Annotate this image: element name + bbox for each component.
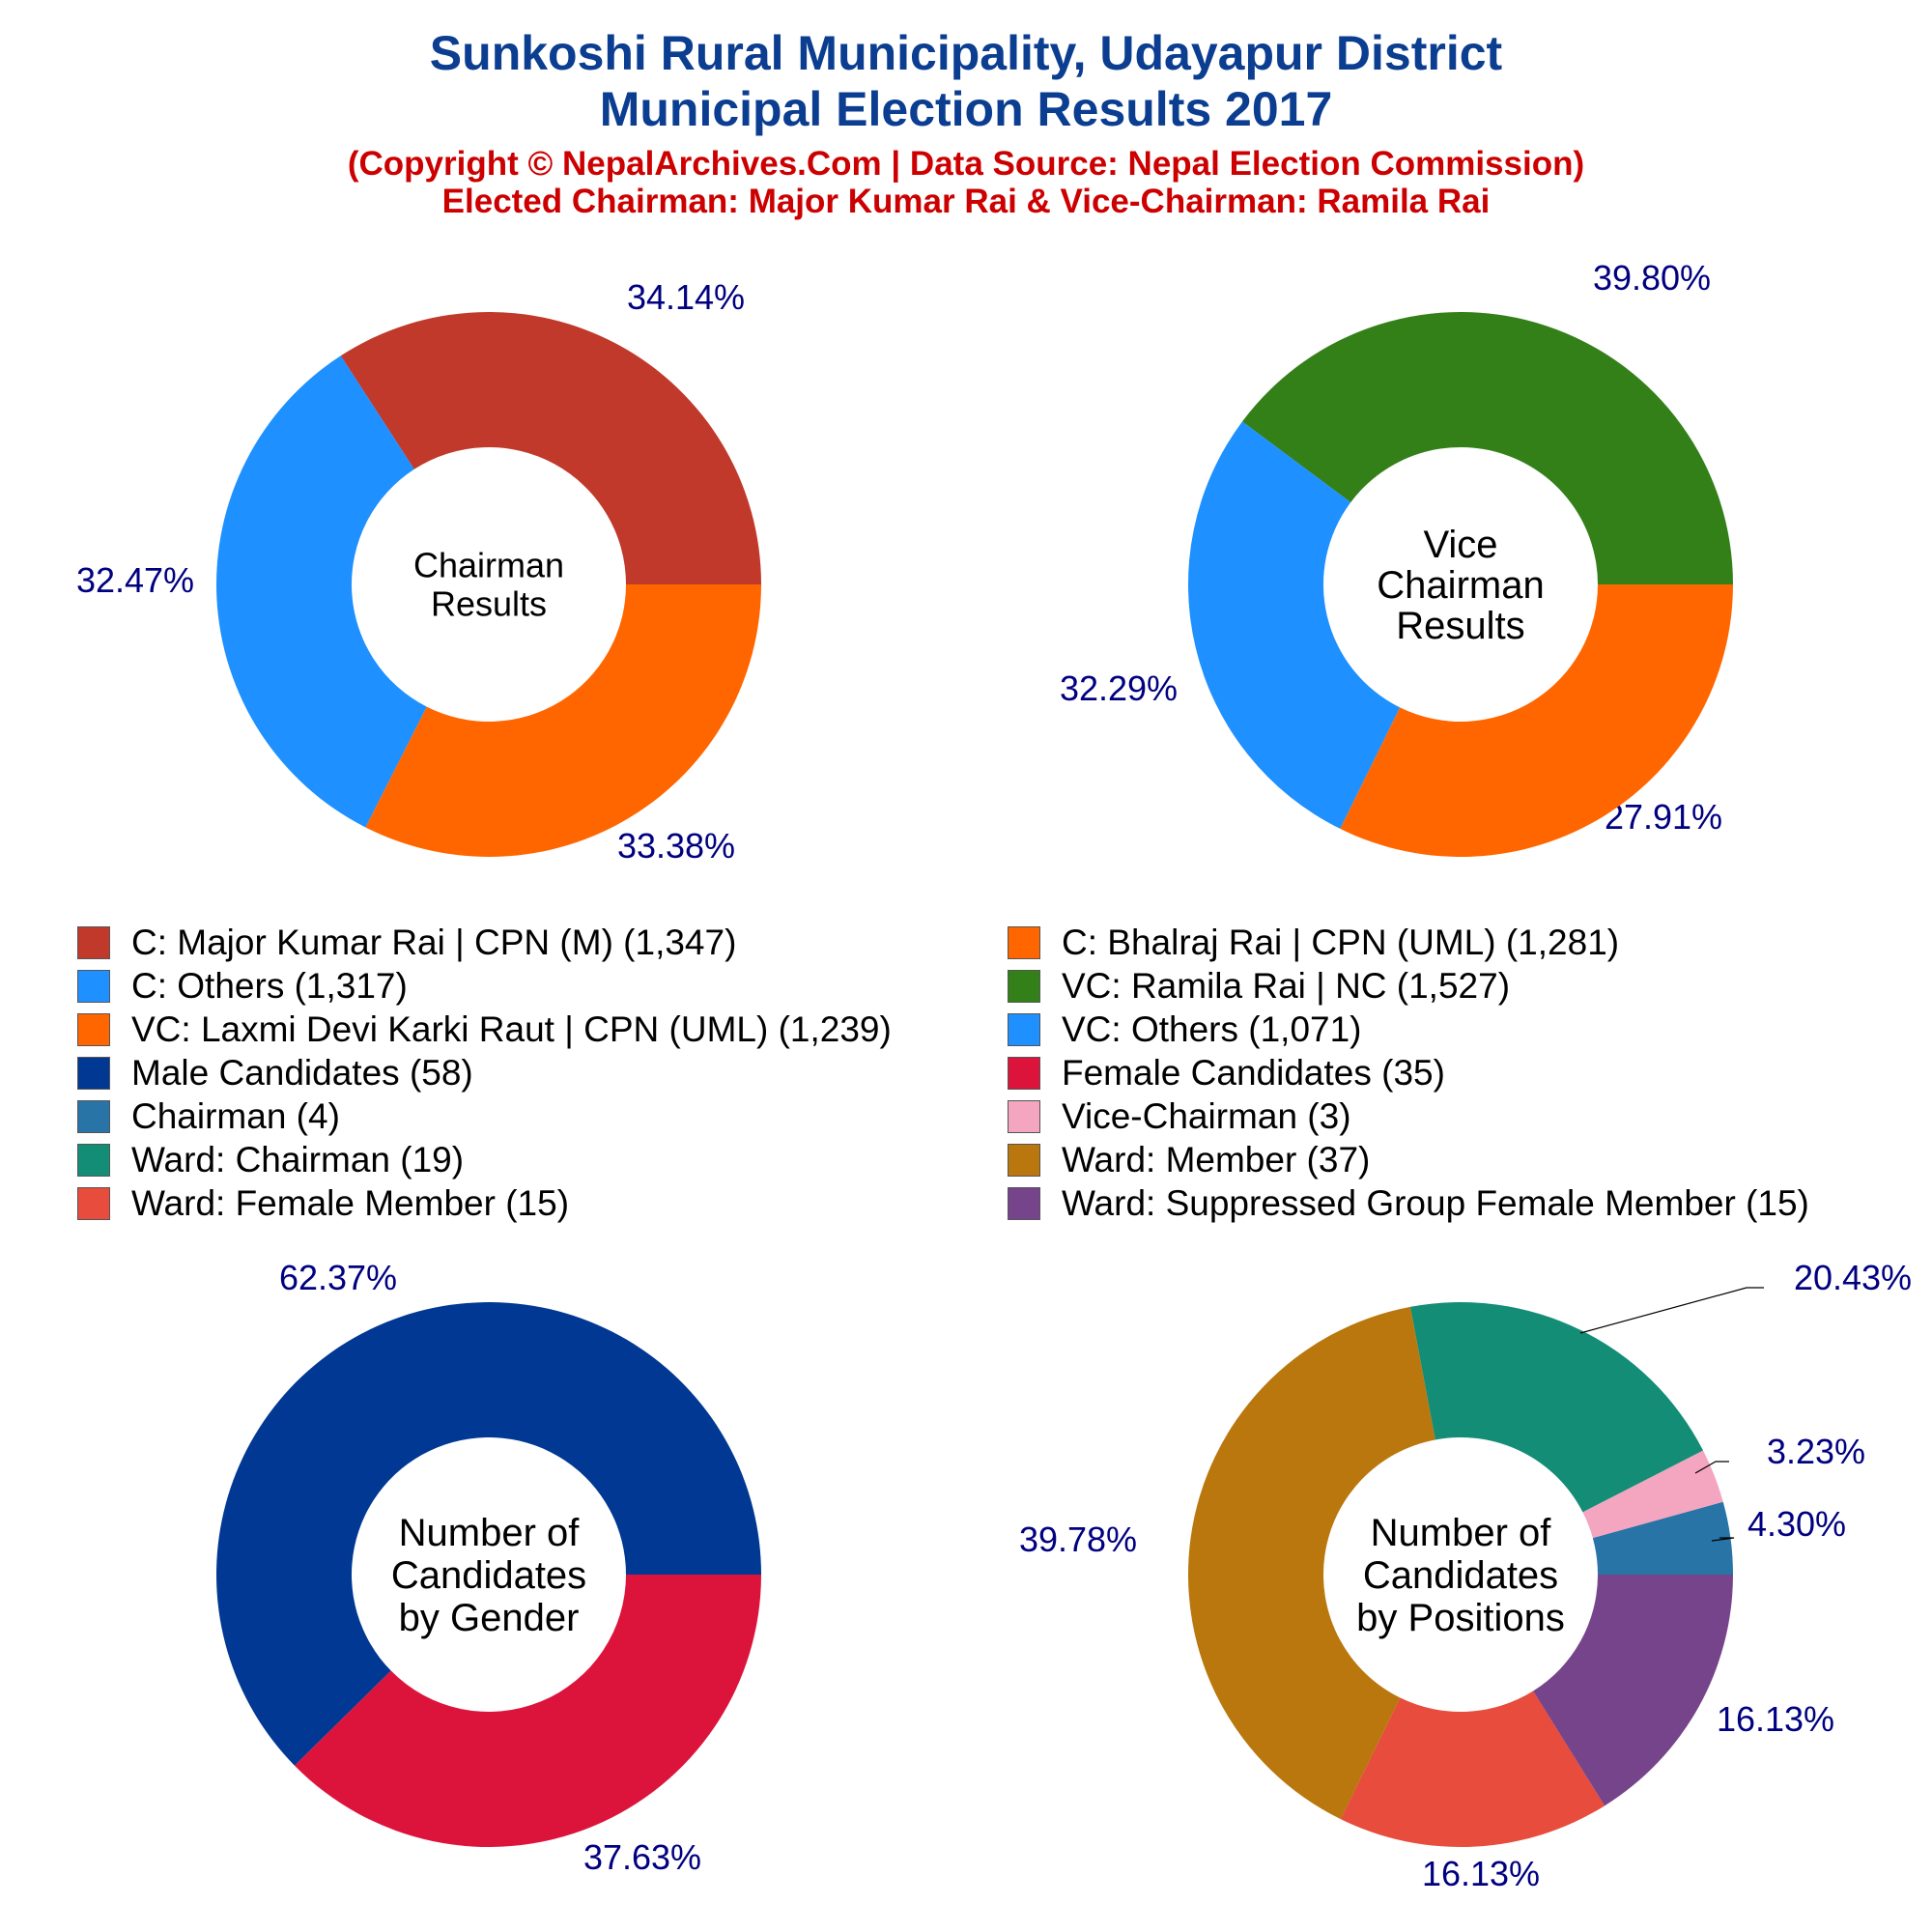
pie-slice [340,312,761,584]
pie-slice [1241,312,1733,584]
slice-percent-label: 4.30% [1747,1504,1846,1544]
pie-slice [1533,1575,1733,1806]
pie-slice [1188,1306,1435,1820]
donut-center-label: Candidates [391,1554,586,1597]
donut-center-label: Results [431,584,547,624]
pie-slice [1582,1450,1723,1539]
chart-title-line-1: Sunkoshi Rural Municipality, Udayapur Di… [429,26,1503,80]
pie-slice [1592,1501,1733,1575]
elected-subtitle: Elected Chairman: Major Kumar Rai & Vice… [441,183,1491,220]
slice-percent-label: 16.13% [1717,1699,1834,1739]
pie-slice [1188,421,1401,829]
donut-center-label: Number of [1371,1512,1552,1554]
chart-title-line-2: Municipal Election Results 2017 [599,82,1333,136]
slice-percent-label: 32.29% [1060,668,1178,708]
pie-slice [365,584,761,857]
slice-percent-label: 33.38% [617,826,735,866]
leader-line [1711,1537,1735,1542]
slice-percent-label: 37.63% [583,1837,701,1877]
slice-percent-label: 3.23% [1767,1432,1865,1471]
copyright-subtitle: (Copyright © NepalArchives.Com | Data So… [347,145,1585,183]
pie-slice [216,355,427,828]
slice-percent-label: 20.43% [1794,1258,1912,1297]
slice-percent-label: 39.78% [1019,1520,1137,1559]
slice-percent-label: 16.13% [1422,1854,1540,1893]
slice-percent-label: 34.14% [627,277,745,317]
donut-center-label: Number of [399,1512,581,1554]
leader-line [1694,1461,1729,1474]
slice-percent-label: 39.80% [1593,258,1711,298]
donut-chart: 4.30% 3.23% 20.43% 39.78% 16.13% 16.13% Number… [1019,1258,1912,1893]
donut-center-label: Results [1396,605,1524,647]
donut-center-label: by Gender [399,1597,580,1639]
slice-percent-label: 32.47% [76,560,194,600]
donut-center-label: by Positions [1356,1597,1565,1639]
pie-slice [1340,584,1733,858]
pie-slice [294,1575,761,1847]
slice-percent-label: 62.37% [279,1258,397,1297]
leader-line [1579,1287,1764,1334]
donut-center-label: Chairman [1377,564,1544,607]
donut-center-label: Candidates [1363,1554,1558,1597]
donut-center-label: Chairman [413,546,564,585]
pie-slice [215,1301,761,1766]
pie-slice [1409,1302,1704,1513]
pie-slice [1340,1690,1605,1847]
donut-center-label: Vice [1423,524,1497,566]
slice-percent-label: 27.91% [1605,797,1722,837]
